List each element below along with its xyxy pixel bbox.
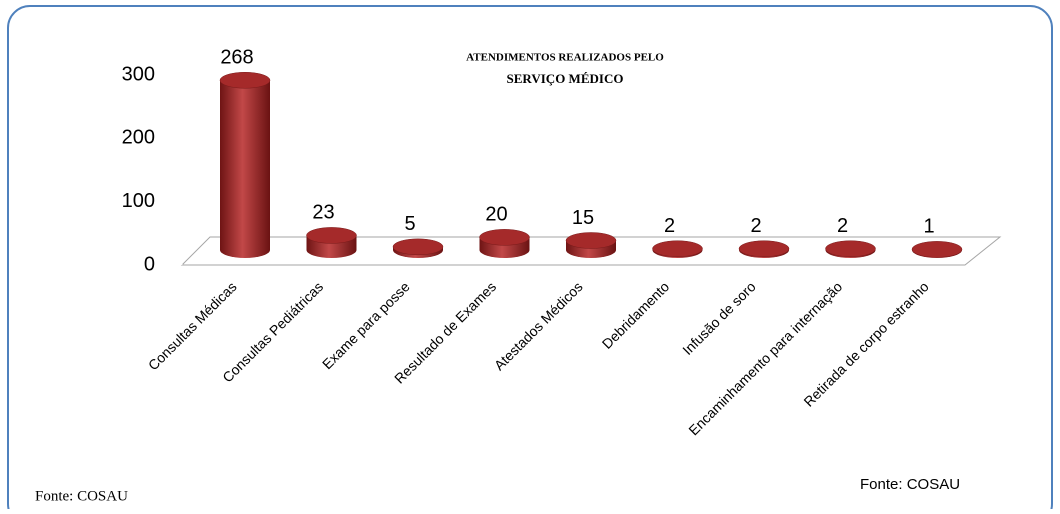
value-label: 1	[923, 216, 934, 238]
bar	[479, 229, 530, 258]
bar	[306, 227, 357, 258]
value-label: 2	[837, 215, 848, 237]
source-note: Fonte: COSAU	[35, 488, 128, 504]
bar-top	[738, 240, 790, 257]
bar-top	[565, 232, 617, 249]
bar-top	[825, 240, 876, 257]
bar-top	[479, 229, 530, 246]
bar	[738, 240, 790, 258]
value-label: 2	[750, 215, 761, 237]
bar-side	[220, 80, 270, 259]
bar	[825, 240, 876, 258]
y-tick-label: 300	[122, 63, 155, 85]
bar	[392, 238, 444, 258]
value-label: 23	[312, 202, 334, 224]
bar	[219, 72, 271, 259]
value-label: 15	[572, 207, 594, 229]
value-label: 268	[220, 47, 253, 69]
chart-title: SERVIÇO MÉDICO	[507, 71, 624, 86]
value-label: 20	[485, 204, 507, 226]
value-label: 5	[404, 213, 415, 235]
bar-top	[392, 238, 444, 256]
source-note: Fonte: COSAU	[860, 476, 960, 493]
y-tick-label: 0	[144, 253, 155, 275]
y-tick-label: 100	[122, 190, 155, 212]
bar	[565, 232, 617, 258]
value-label: 2	[664, 215, 675, 237]
bar-top	[652, 240, 703, 257]
chart-title: ATENDIMENTOS REALIZADOS PELO	[466, 52, 664, 64]
y-tick-label: 200	[122, 127, 155, 149]
bar-top	[219, 72, 271, 89]
bar	[652, 240, 703, 258]
bar-top	[306, 227, 357, 244]
bar	[911, 241, 963, 258]
bar-top	[911, 241, 963, 258]
